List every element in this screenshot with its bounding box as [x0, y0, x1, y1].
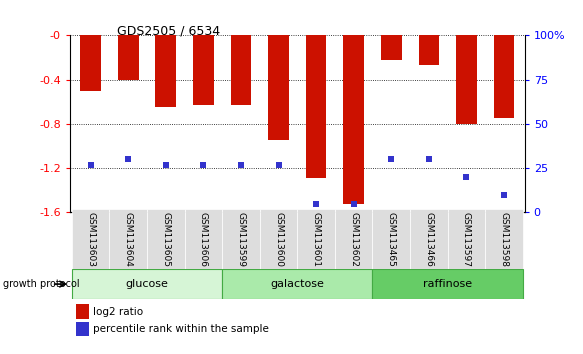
Bar — [306, 35, 326, 178]
Point — [199, 162, 208, 167]
Bar — [118, 35, 139, 80]
Text: log2 ratio: log2 ratio — [93, 307, 143, 316]
FancyBboxPatch shape — [147, 209, 185, 269]
Point — [349, 201, 359, 206]
FancyBboxPatch shape — [335, 209, 373, 269]
Bar — [268, 35, 289, 141]
Text: GSM113602: GSM113602 — [349, 212, 358, 267]
Text: GSM113605: GSM113605 — [161, 212, 170, 267]
FancyBboxPatch shape — [410, 209, 448, 269]
Point — [86, 162, 95, 167]
Point — [424, 156, 434, 162]
Text: GSM113465: GSM113465 — [387, 212, 396, 267]
Text: GSM113599: GSM113599 — [237, 212, 245, 267]
Text: percentile rank within the sample: percentile rank within the sample — [93, 324, 269, 334]
FancyBboxPatch shape — [448, 209, 485, 269]
Point — [311, 201, 321, 206]
Text: GSM113604: GSM113604 — [124, 212, 133, 267]
FancyBboxPatch shape — [297, 209, 335, 269]
Bar — [494, 35, 514, 118]
Point — [124, 156, 133, 162]
Text: GSM113597: GSM113597 — [462, 212, 471, 267]
Text: GDS2505 / 6534: GDS2505 / 6534 — [117, 25, 220, 38]
FancyBboxPatch shape — [222, 209, 260, 269]
Point — [462, 174, 471, 180]
Point — [500, 192, 509, 198]
Bar — [80, 35, 101, 91]
Bar — [381, 35, 402, 60]
Point — [274, 162, 283, 167]
FancyBboxPatch shape — [72, 269, 222, 299]
Text: GSM113603: GSM113603 — [86, 212, 95, 267]
Text: GSM113606: GSM113606 — [199, 212, 208, 267]
FancyBboxPatch shape — [222, 269, 373, 299]
Point — [236, 162, 245, 167]
FancyBboxPatch shape — [373, 269, 523, 299]
Bar — [156, 35, 176, 107]
FancyBboxPatch shape — [485, 209, 523, 269]
Text: growth protocol: growth protocol — [3, 279, 79, 289]
Point — [387, 156, 396, 162]
Bar — [343, 35, 364, 204]
FancyBboxPatch shape — [110, 209, 147, 269]
Text: galactose: galactose — [271, 279, 324, 289]
FancyBboxPatch shape — [72, 209, 110, 269]
Text: glucose: glucose — [125, 279, 168, 289]
Point — [161, 162, 170, 167]
FancyBboxPatch shape — [185, 209, 222, 269]
Bar — [193, 35, 214, 105]
Text: GSM113466: GSM113466 — [424, 212, 433, 267]
FancyBboxPatch shape — [260, 209, 297, 269]
Text: GSM113601: GSM113601 — [312, 212, 321, 267]
FancyBboxPatch shape — [373, 209, 410, 269]
Bar — [456, 35, 477, 124]
Bar — [419, 35, 439, 65]
Text: GSM113598: GSM113598 — [500, 212, 508, 267]
Text: GSM113600: GSM113600 — [274, 212, 283, 267]
Text: raffinose: raffinose — [423, 279, 472, 289]
Bar — [231, 35, 251, 105]
